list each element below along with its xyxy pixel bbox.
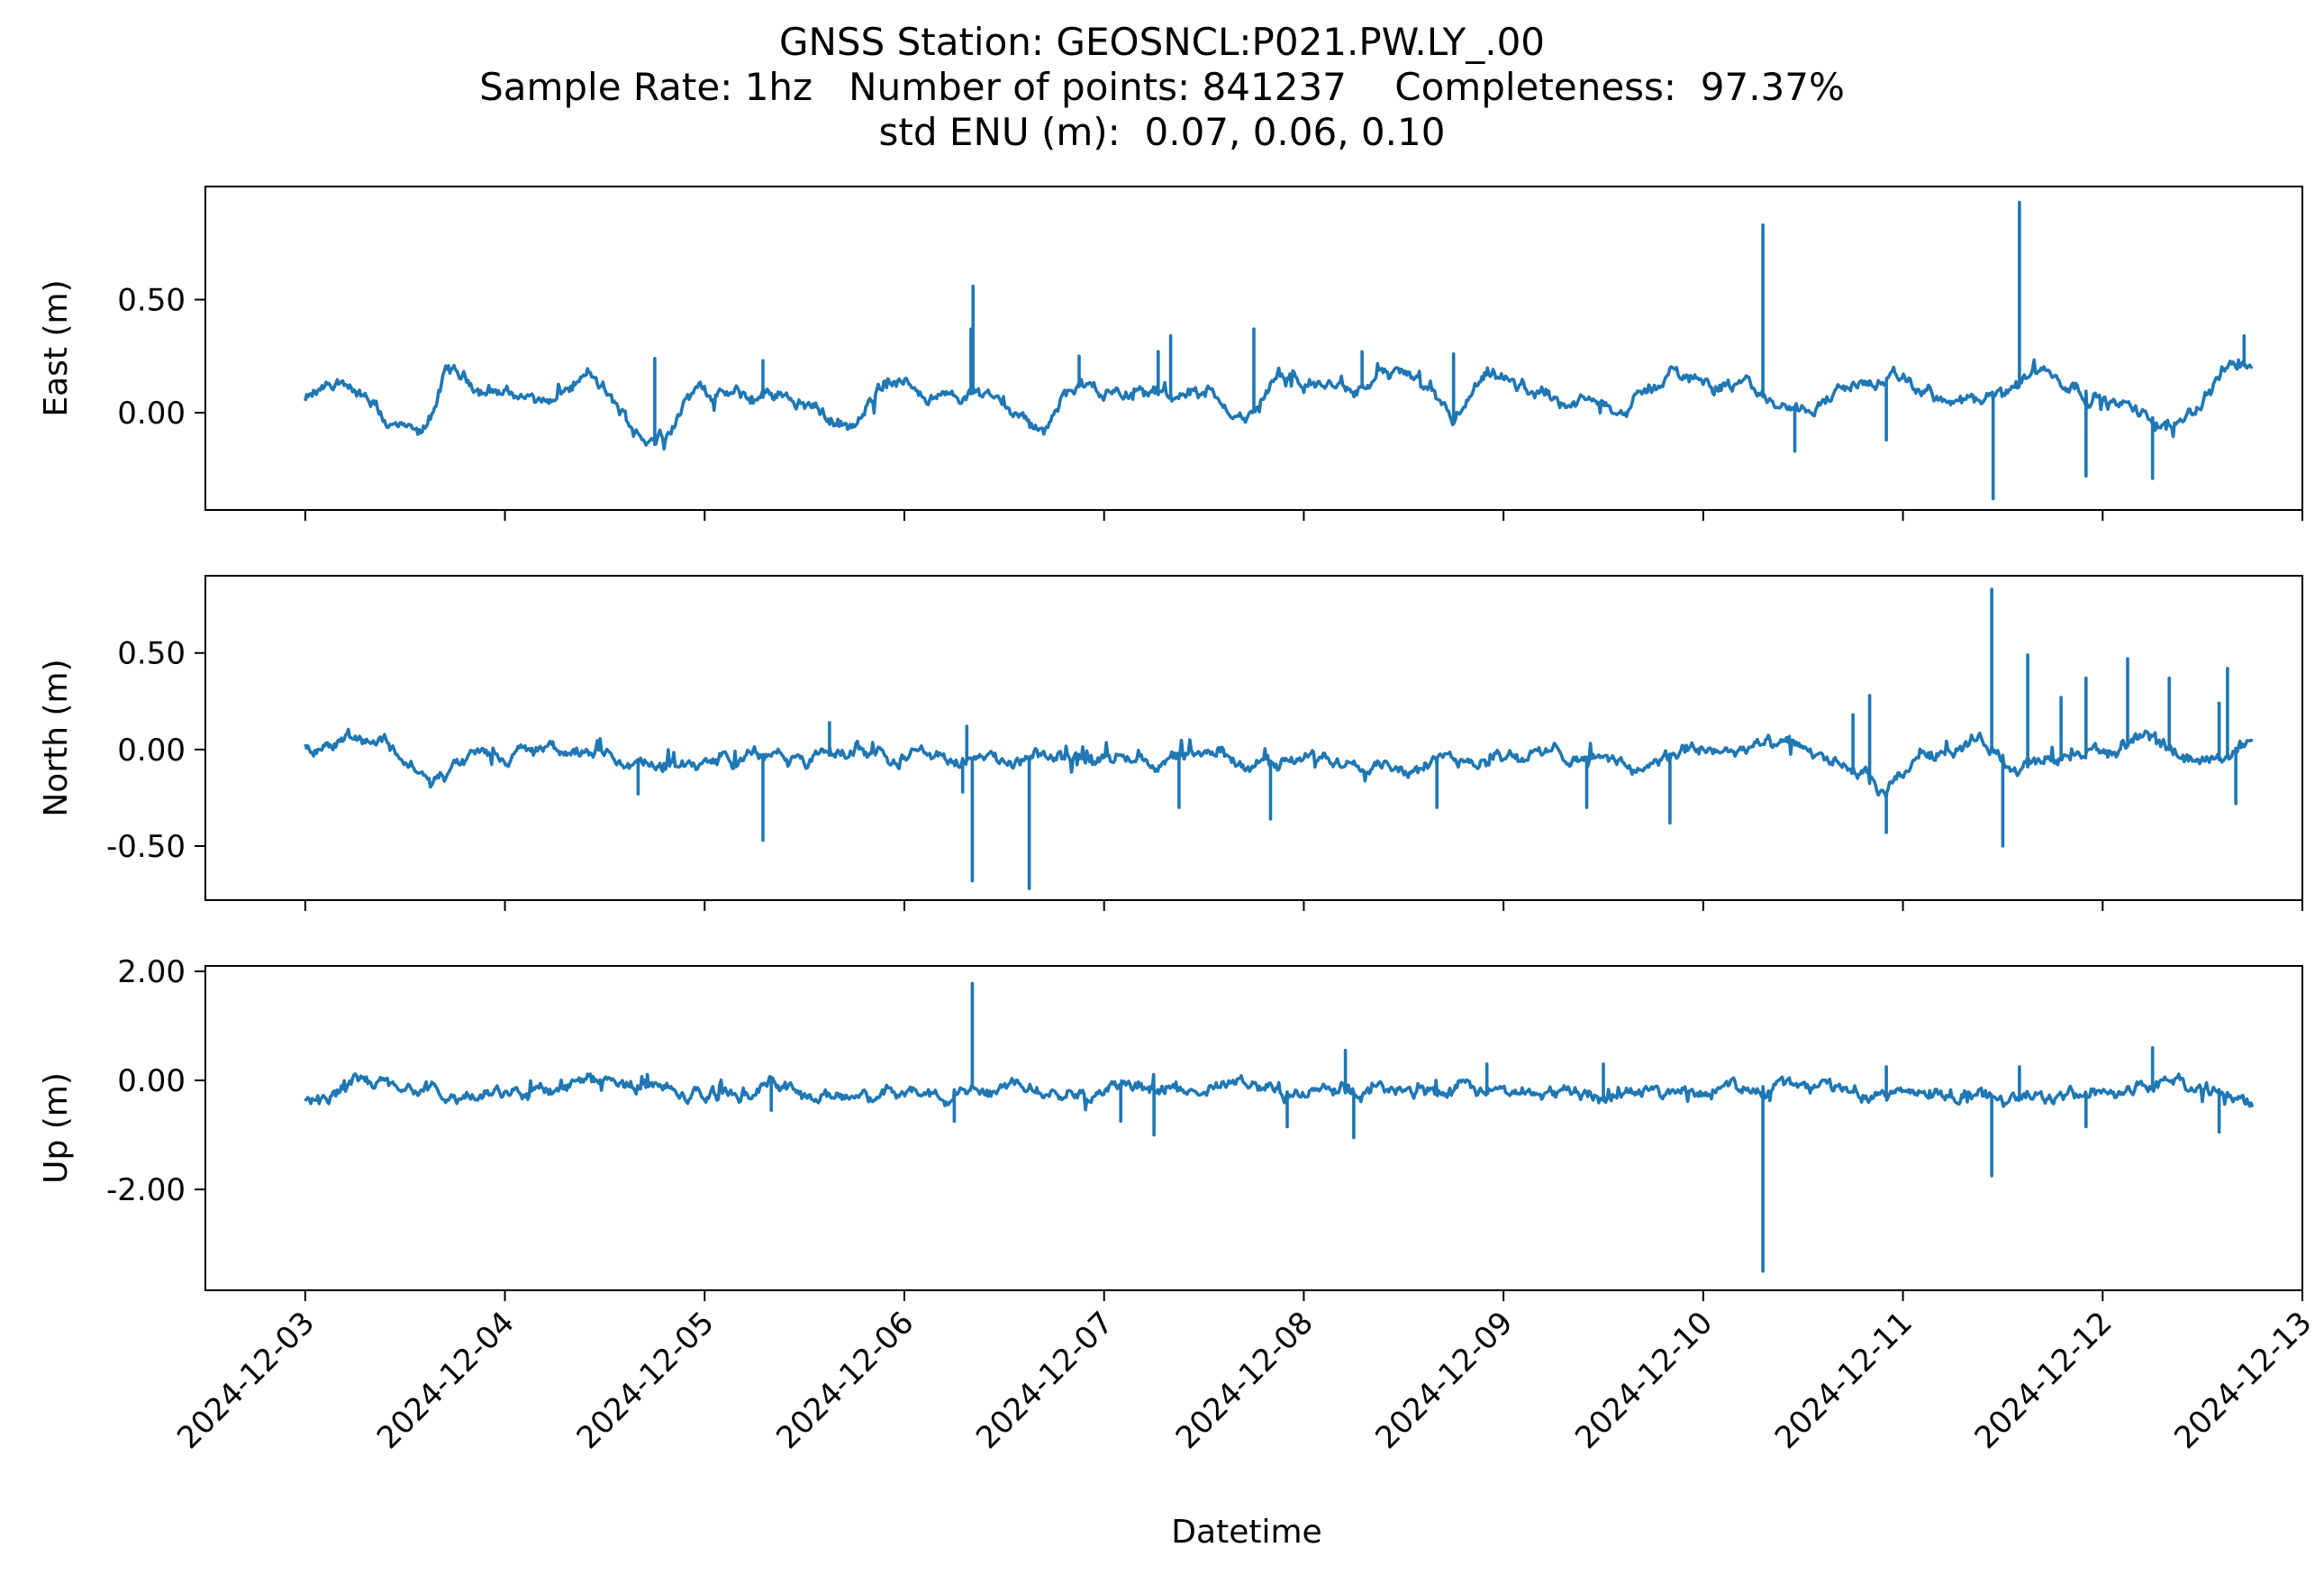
xtick-label: 2024-12-08 — [1169, 1305, 1321, 1456]
north-ylabel: North (m) — [38, 659, 75, 816]
xtick-label: 2024-12-11 — [1768, 1305, 1920, 1456]
title-line-sample-rate: Sample Rate: 1hz Number of points: 84123… — [479, 65, 1845, 109]
east-ytick-label: 0.50 — [117, 283, 186, 319]
up-ylabel: Up (m) — [38, 1072, 75, 1184]
north-series-line — [304, 587, 2254, 890]
xtick-label: 2024-12-13 — [2167, 1305, 2319, 1456]
north-ytick-label: -0.50 — [106, 829, 186, 865]
up-ytick-label: 2.00 — [117, 954, 186, 990]
east-series-line — [304, 200, 2254, 501]
xtick-label: 2024-12-09 — [1369, 1305, 1521, 1456]
xtick-label: 2024-12-05 — [570, 1305, 722, 1456]
north-axes-frame — [204, 575, 2303, 901]
up-ytick-label: -2.00 — [106, 1172, 186, 1208]
xtick-label: 2024-12-10 — [1568, 1305, 1720, 1456]
east-ylabel: East (m) — [38, 279, 75, 416]
xtick-label: 2024-12-06 — [769, 1305, 921, 1456]
east-axes-frame — [204, 186, 2303, 511]
east-ytick-label: 0.00 — [117, 396, 186, 432]
up-ytick-label: 0.00 — [117, 1063, 186, 1099]
title-line-station: GNSS Station: GEOSNCL:P021.PW.LY_.00 — [778, 20, 1546, 64]
north-ytick-label: 0.00 — [117, 733, 186, 769]
xtick-label: 2024-12-04 — [370, 1305, 522, 1456]
north-ytick-label: 0.50 — [117, 636, 186, 672]
xlabel: Datetime — [1171, 1514, 1321, 1551]
xtick-label: 2024-12-03 — [170, 1305, 322, 1456]
title-line-std-enu: std ENU (m): 0.07, 0.06, 0.10 — [878, 110, 1446, 154]
up-axes-frame — [204, 965, 2303, 1291]
xtick-label: 2024-12-12 — [1968, 1305, 2120, 1456]
up-series-line — [304, 981, 2255, 1273]
xtick-label: 2024-12-07 — [969, 1305, 1121, 1456]
chart-title: GNSS Station: GEOSNCL:P021.PW.LY_.00 Sam… — [0, 20, 2324, 155]
